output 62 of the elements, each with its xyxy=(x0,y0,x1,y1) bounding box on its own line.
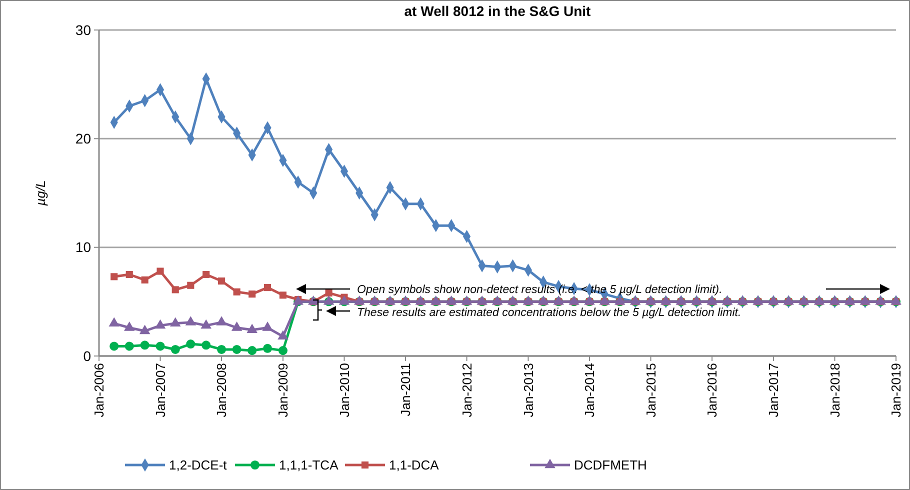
point xyxy=(126,270,133,278)
x-tick-label: Jan-2008 xyxy=(214,363,230,418)
x-tick-label: Jan-2019 xyxy=(888,363,904,418)
point xyxy=(232,344,242,354)
point xyxy=(262,322,273,331)
y-tick-label: 10 xyxy=(75,239,92,256)
point xyxy=(170,317,181,326)
point xyxy=(279,292,287,299)
y-tick-label: 30 xyxy=(75,22,92,38)
x-tick-label: Jan-2013 xyxy=(520,363,536,418)
legend-label: 1,1-DCA xyxy=(389,458,440,473)
point xyxy=(233,288,240,296)
y-tick-label: 0 xyxy=(83,348,92,364)
x-tick-label: Jan-2017 xyxy=(766,363,782,418)
point xyxy=(154,319,166,329)
point xyxy=(248,290,256,298)
y-tick-label: 20 xyxy=(75,130,92,147)
legend-label: 1,1,1-TCA xyxy=(279,458,339,473)
point xyxy=(202,340,211,350)
point xyxy=(217,344,226,354)
point xyxy=(139,324,150,334)
x-tick-label: Jan-2016 xyxy=(704,363,720,418)
x-tick-label: Jan-2012 xyxy=(459,363,474,418)
point xyxy=(246,324,258,334)
point xyxy=(185,316,196,326)
point xyxy=(264,284,272,292)
x-tick-label: Jan-2015 xyxy=(643,363,658,418)
x-tick-label: Jan-2010 xyxy=(336,363,352,418)
point xyxy=(218,277,226,285)
point xyxy=(124,342,134,351)
point xyxy=(325,289,332,297)
point xyxy=(172,286,179,294)
chart-title: at Well 8012 in the S&G Unit xyxy=(404,3,592,19)
point xyxy=(156,342,165,351)
point xyxy=(231,322,242,331)
point xyxy=(124,322,135,331)
point xyxy=(186,340,196,349)
x-tick-label: Jan-2007 xyxy=(152,363,168,418)
point xyxy=(278,330,288,340)
point xyxy=(140,340,150,350)
y-axis-title: µg/L xyxy=(33,180,48,206)
x-tick-label: Jan-2006 xyxy=(92,363,107,418)
point xyxy=(187,282,194,289)
x-tick-label: Jan-2014 xyxy=(582,363,598,418)
point xyxy=(263,344,272,353)
point xyxy=(110,342,119,351)
point xyxy=(202,270,210,278)
x-tick-label: Jan-2018 xyxy=(827,363,842,418)
annotation: These results are estimated concentrations below the 5 µg/L detection limit. xyxy=(357,307,742,319)
point xyxy=(248,346,257,356)
point xyxy=(108,317,120,326)
legend-label: 1,2-DCE-t xyxy=(169,458,228,473)
x-tick-label: Jan-2009 xyxy=(276,363,291,418)
point xyxy=(170,344,180,354)
x-tick-label: Jan-2011 xyxy=(398,363,414,416)
legend-label: DCDFMETH xyxy=(574,458,647,473)
point xyxy=(200,319,212,329)
point xyxy=(141,276,148,284)
point xyxy=(216,316,227,326)
point xyxy=(278,346,288,356)
point xyxy=(110,273,118,280)
point xyxy=(156,268,164,275)
